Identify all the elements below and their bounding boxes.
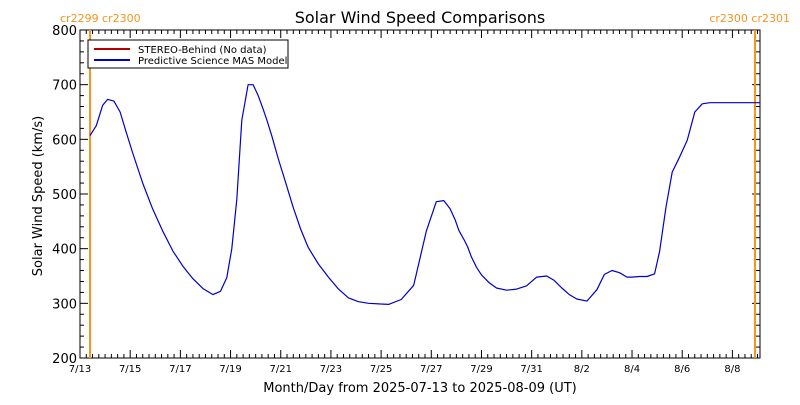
y-tick-label: 700 [52,79,77,94]
x-tick-label: 7/29 [470,364,492,375]
y-tick-label: 400 [52,243,77,258]
plot-frame [79,29,761,359]
x-tick-label: 7/17 [169,364,191,375]
y-tick-label: 300 [52,297,77,312]
legend-label-1: Predictive Science MAS Model [138,56,287,67]
plot-area: 200 300 400 500 600 700 800 7/13 7/15 7/17 7/19 7/2… [52,24,761,375]
chart-legend: STEREO-Behind (No data)Predictive Scienc… [87,39,289,69]
x-tick-label: 7/21 [270,364,292,375]
x-axis-label: Month/Day from 2025-07-13 to 2025-08-09 … [263,381,576,396]
y-tick-label: 200 [52,352,77,367]
series-line-1 [89,84,760,305]
y-axis-label: Solar Wind Speed (km/s) [31,116,46,276]
x-tick-label: 7/23 [320,364,342,375]
x-tick-label: 8/4 [624,364,640,375]
legend-label-0: STEREO-Behind (No data) [138,45,267,56]
x-tick-label: 7/15 [119,364,141,375]
x-tick-label: 7/19 [219,364,241,375]
carrington-rotation-label-right: cr2300 cr2301 [709,12,790,25]
x-tick-label: 7/25 [370,364,392,375]
x-tick-label: 8/8 [724,364,740,375]
chart-title: Solar Wind Speed Comparisons [295,8,546,27]
legend-box [87,39,289,69]
x-tick-label: 7/13 [69,364,91,375]
x-tick-label: 7/27 [420,364,442,375]
y-tick-label: 800 [52,24,77,39]
y-tick-label: 500 [52,188,77,203]
x-tick-label: 8/6 [674,364,690,375]
carrington-rotation-label-left: cr2299 cr2300 [60,12,141,25]
x-tick-label: 8/2 [574,364,590,375]
y-tick-label: 600 [52,133,77,148]
x-tick-label: 7/31 [520,364,542,375]
